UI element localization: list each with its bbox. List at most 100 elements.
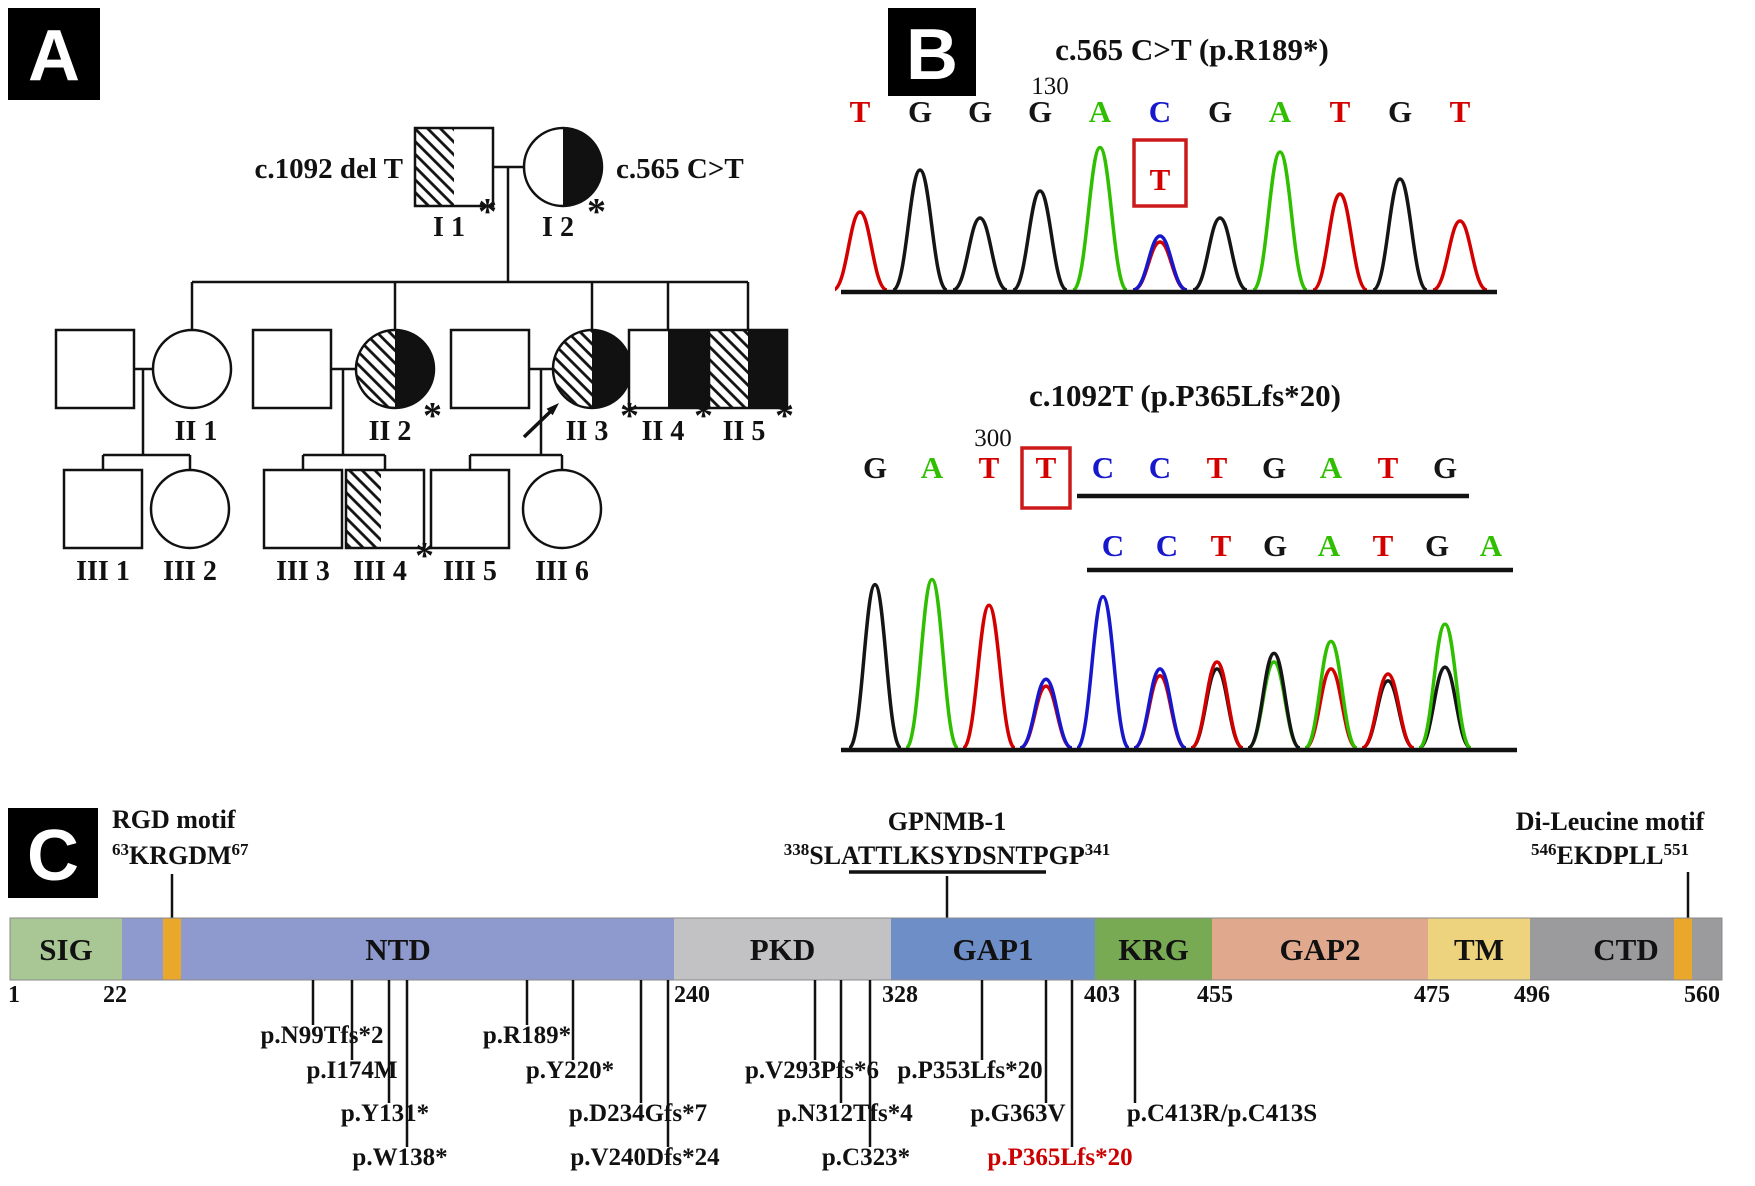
mutation-label: p.W138* — [352, 1144, 447, 1171]
domain-label: SIG — [39, 932, 92, 967]
trace-peak — [1372, 177, 1428, 292]
trace-peak — [1190, 660, 1244, 750]
label-I1: I 1 — [433, 212, 465, 243]
domain-label: TM — [1454, 932, 1504, 967]
panel-b-letter: B — [906, 15, 958, 95]
trace-peak — [1192, 216, 1248, 292]
sequence-base: T — [979, 450, 1000, 485]
label-II2-asterisk: * — [423, 395, 442, 437]
individual-II4 — [627, 328, 709, 410]
bottom-chromatogram-title: c.1092T (p.P365Lfs*20) — [1029, 378, 1341, 413]
domain-label: GAP2 — [1280, 932, 1361, 967]
dileucine-end-residue: 551 — [1663, 840, 1689, 859]
individual-II5 — [707, 328, 789, 410]
individual-I2 — [522, 126, 604, 208]
domain-label: CTD — [1593, 932, 1658, 967]
mutation-label: p.I174M — [307, 1057, 398, 1084]
individual-II3 — [551, 328, 633, 410]
sequence-base: G — [1433, 450, 1457, 485]
label-II3-asterisk: * — [620, 395, 639, 437]
label-III2: III 2 — [163, 556, 217, 587]
mutation-label: p.C323* — [822, 1144, 910, 1171]
mutation-label: p.P353Lfs*20 — [897, 1057, 1042, 1084]
label-I1-asterisk: * — [478, 191, 497, 233]
domain-segment — [1095, 918, 1212, 980]
label-II5: II 5 — [723, 416, 766, 447]
sequence-base: A — [1320, 450, 1343, 485]
mutation-label: p.D234Gfs*7 — [569, 1100, 707, 1127]
domain-label: GAP1 — [953, 932, 1034, 967]
individual-III5 — [429, 468, 511, 550]
top-trace — [835, 145, 1488, 292]
trace-peak — [1071, 145, 1129, 292]
trace-peak — [1012, 189, 1068, 292]
mutation-label: p.N99Tfs*2 — [261, 1022, 384, 1049]
gpnmb1-seq-end: P — [1069, 841, 1085, 870]
panel-c-domain-map: C RGD motif 63KRGDM67 GPNMB-1 338SLATTLK… — [8, 805, 1723, 1171]
domain-label: KRG — [1118, 932, 1189, 967]
dileucine-seq: EKDPLL — [1557, 841, 1664, 870]
individual-II2-spouse — [251, 328, 333, 410]
sequence-base: A — [921, 450, 944, 485]
top-chromatogram-title: c.565 C>T (p.R189*) — [1055, 32, 1329, 67]
gpnmb1-seq-start: S — [809, 841, 823, 870]
rgd-motif-stripe — [163, 918, 181, 980]
bottom-trace — [847, 577, 1473, 750]
sequence-base: A — [1269, 94, 1292, 129]
sequence-base: C — [1092, 450, 1114, 485]
label-II1: II 1 — [175, 416, 218, 447]
sequence-base: A — [1089, 94, 1112, 129]
mutation-label: p.N312Tfs*4 — [777, 1100, 913, 1127]
individual-II3-spouse — [449, 328, 531, 410]
individual-III3 — [262, 468, 344, 550]
label-II5-asterisk: * — [775, 395, 794, 437]
dileucine-title: Di-Leucine motif — [1516, 807, 1705, 836]
label-III3: III 3 — [276, 556, 330, 587]
trace-peak — [1247, 651, 1301, 750]
sequence-base: G — [1388, 94, 1412, 129]
label-I2: I 2 — [542, 212, 574, 243]
dileucine-sequence: 546EKDPLL551 — [1531, 840, 1689, 870]
sequence-base: T — [1373, 528, 1394, 563]
residue-number: 1 — [8, 982, 20, 1008]
sequence-base: T — [1450, 94, 1471, 129]
sequence-base: G — [908, 94, 932, 129]
sequence-base: T — [1378, 450, 1399, 485]
individual-II1-spouse — [54, 328, 136, 410]
sequence-base: G — [1425, 528, 1449, 563]
sequence-base: T — [1207, 450, 1228, 485]
label-III6: III 6 — [535, 556, 589, 587]
top-variant-box — [1132, 138, 1188, 208]
trace-peak — [835, 210, 888, 292]
label-II4: II 4 — [642, 416, 685, 447]
gpnmb1-sequence: 338SLATTLKSYDSNTPGP341 — [784, 840, 1111, 870]
label-II3: II 3 — [566, 416, 609, 447]
label-III4-asterisk: * — [415, 535, 434, 577]
gpnmb1-title: GPNMB-1 — [888, 807, 1006, 836]
rgd-motif-title: RGD motif — [112, 805, 236, 834]
residue-number: 240 — [674, 982, 710, 1008]
label-II2: II 2 — [369, 416, 412, 447]
top-position-number: 130 — [1031, 73, 1069, 100]
panel-c-label-box — [8, 808, 98, 898]
trace-peak — [1019, 677, 1073, 750]
domain-segment — [674, 918, 891, 980]
residue-number: 328 — [882, 982, 918, 1008]
sequence-base: A — [1318, 528, 1341, 563]
gpnmb1-end-residue: 341 — [1085, 840, 1111, 859]
domain-labels: SIG NTD PKD GAP1 KRG GAP2 TM CTD — [39, 932, 1658, 967]
sequence-base: T — [1036, 450, 1057, 485]
sequence-base: C — [1149, 450, 1171, 485]
label-II4-asterisk: * — [694, 395, 713, 437]
sequence-base: A — [1480, 528, 1503, 563]
mutation-label: p.Y220* — [526, 1057, 614, 1084]
sequence-base: C — [1156, 528, 1178, 563]
bottom-position-number: 300 — [974, 425, 1012, 452]
sequence-base: T — [1330, 94, 1351, 129]
rgd-motif-sequence: 63KRGDM67 — [112, 840, 249, 870]
